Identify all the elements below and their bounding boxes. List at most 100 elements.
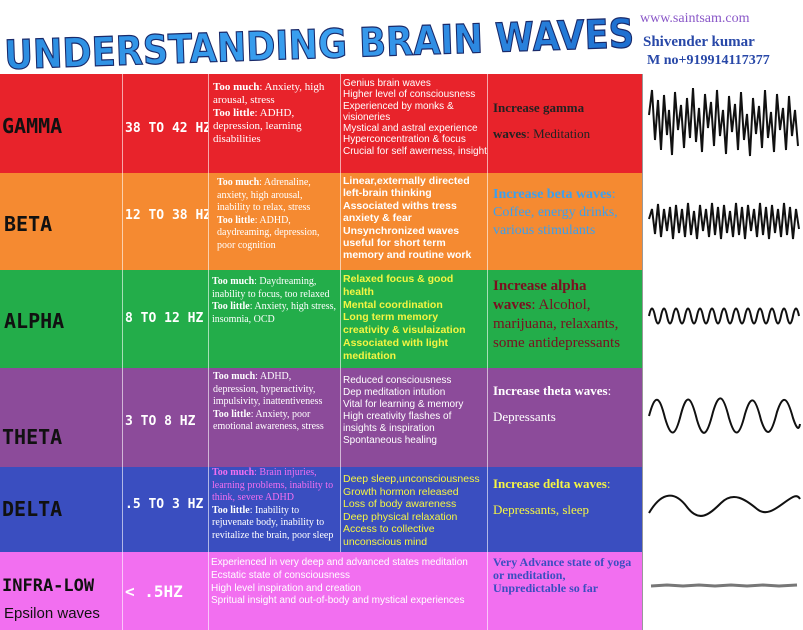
features-cell: Reduced consciousness Dep meditation int… [340, 368, 487, 467]
imbalance-cell: Too much: Anxiety, high arousal, stress … [208, 74, 340, 173]
row-theta: THETA 3 TO 8 HZ Too much: ADHD, depressi… [0, 368, 803, 467]
feature-item: Loss of body awareness [343, 498, 457, 510]
features-cell: Genius brain waves Higher level of consc… [340, 74, 487, 173]
row-gamma: GAMMA 38 TO 42 HZ Too much: Anxiety, hig… [0, 74, 803, 173]
author-name: Shivender kumar [643, 34, 755, 50]
feature-item: Higher level of consciousness [343, 89, 476, 101]
wave-name: DELTA [2, 497, 63, 521]
too-much-label: Too much [213, 81, 260, 93]
gamma-wave-icon [648, 87, 799, 157]
feature-item: Associated with light meditation [343, 336, 449, 362]
feature-item: Experienced in very deep and advanced st… [211, 557, 468, 568]
feature-item: Genius brain waves [343, 78, 431, 89]
feature-item: Unsynchronized waves useful for short te… [343, 224, 472, 262]
row-beta: BETA 12 TO 38 HZ Too much: Adrenaline, a… [0, 173, 803, 270]
feature-item: Experienced by monks & visioneries [343, 100, 454, 123]
features-cell: Linear,externally directed left-brain th… [340, 173, 487, 270]
feature-item: Growth hormon released [343, 485, 459, 498]
increase-cell: Very Advance state of yoga or meditation… [487, 552, 642, 630]
delta-wave-icon [648, 494, 801, 517]
frequency-range: 38 TO 42 HZ [122, 74, 208, 173]
row-alpha: ALPHA 8 TO 12 HZ Too much: Daydreaming, … [0, 270, 803, 368]
too-little-label: Too little [217, 214, 255, 226]
feature-item: Access to collective unconscious mind [343, 523, 435, 548]
wave-name: THETA [2, 425, 63, 449]
row-delta: DELTA .5 TO 3 HZ Too much: Brain injurie… [0, 467, 803, 552]
increase-cell: Increase alpha waves: Alcohol, marijuana… [487, 270, 642, 368]
feature-item: Spritual insight and out-of-body and mys… [211, 595, 465, 607]
feature-item: Mystical and astral experience [343, 123, 478, 135]
increase-text: : Meditation [526, 126, 591, 141]
theta-wave-icon [648, 397, 801, 434]
too-much-text: : Daydreaming, inability to focus, too r… [212, 276, 330, 300]
row-infra-low: INFRA-LOW Epsilon waves < .5HZ Experienc… [0, 552, 803, 630]
feature-item: Linear,externally directed left-brain th… [343, 175, 470, 200]
wave-name: ALPHA [4, 309, 65, 333]
website-url[interactable]: www.saintsam.com [640, 11, 750, 26]
feature-item: Long term memory creativity & visulaizat… [343, 311, 466, 337]
increase-text: : Depressants [493, 383, 612, 424]
too-little-text: : Inability to rejuvenate body, inabilit… [212, 504, 334, 541]
frequency-range: < .5HZ [122, 552, 208, 630]
increase-label: Increase gamma waves [493, 100, 585, 141]
increase-text: : Depressants, sleep [493, 476, 611, 517]
frequency-range: 8 TO 12 HZ [122, 270, 208, 368]
feature-item: Crucial for self awerness, insight [343, 145, 487, 157]
feature-item: High level inspiration and creation [211, 582, 362, 594]
too-little-text: : ADHD, daydreaming, depression, poor co… [217, 214, 320, 251]
feature-item: Relaxed focus & good health [343, 273, 454, 298]
feature-item: Associated withs tress anxiety & fear [343, 199, 457, 225]
too-much-label: Too much [212, 467, 255, 478]
too-little-label: Too little [212, 504, 250, 516]
features-cell: Relaxed focus & good health Mental coord… [340, 270, 487, 368]
infra-low-wave-icon [650, 583, 798, 588]
imbalance-cell: Too much: Daydreaming, inability to focu… [208, 270, 340, 368]
wave-image [642, 74, 803, 173]
title-text: UNDERSTANDING BRAIN WAVES [4, 11, 635, 72]
too-little-text: : Anxiety, high stress, insomnia, OCD [212, 301, 336, 325]
increase-label: Increase beta waves [493, 187, 612, 202]
imbalance-cell: Too much: ADHD, depression, hyperactivit… [208, 368, 340, 467]
alpha-wave-icon [648, 307, 800, 325]
feature-item: Mental coordination [343, 298, 443, 311]
increase-text: : Coffee, energy drinks, various stimula… [493, 187, 618, 238]
too-little-label: Too little [212, 301, 250, 312]
feature-item: High creativity flashes of insights & in… [343, 411, 452, 434]
imbalance-cell: Too much: Brain injuries, learning probl… [208, 467, 340, 552]
wave-image [642, 368, 803, 467]
increase-label: Increase theta waves [493, 383, 608, 398]
too-little-label: Too little [213, 408, 251, 420]
features-cell: Deep sleep,unconsciousness Growth hormon… [340, 467, 487, 552]
feature-item: Spontaneous healing [343, 435, 437, 446]
increase-cell: Increase beta waves: Coffee, energy drin… [487, 173, 642, 270]
brain-wave-table: GAMMA 38 TO 42 HZ Too much: Anxiety, hig… [0, 74, 803, 630]
increase-label: Very Advance state of yoga or meditation… [493, 555, 632, 595]
page-title: UNDERSTANDING BRAIN WAVES [3, 10, 635, 72]
too-much-label: Too much [217, 177, 260, 188]
wave-image [642, 467, 803, 552]
too-much-text: : Adrenaline, anxiety, high arousal, ina… [217, 177, 311, 213]
too-much-text: : ADHD, depression, hyperactivity, impul… [213, 371, 323, 407]
too-much-text: : Anxiety, high arousal, stress [213, 81, 325, 106]
increase-cell: Increase delta waves: Depressants, sleep [487, 467, 642, 552]
beta-wave-icon [648, 202, 800, 240]
feature-item: Ecstatic state of consciousness [211, 569, 350, 581]
frequency-range: 3 TO 8 HZ [122, 368, 208, 467]
wave-image [642, 270, 803, 368]
frequency-range: .5 TO 3 HZ [122, 467, 208, 552]
too-little-label: Too little [213, 107, 255, 119]
wave-image [642, 552, 803, 630]
feature-item: Deep physical relaxation [343, 510, 458, 523]
wave-name: BETA [4, 212, 53, 236]
increase-text: : Alcohol, marijuana, relaxants, some an… [493, 297, 621, 351]
feature-item: Dep meditation intution [343, 387, 446, 398]
wave-name: GAMMA [2, 114, 63, 138]
feature-item: Deep sleep,unconsciousness [343, 473, 480, 485]
phone-number: M no+919914117377 [647, 53, 770, 68]
frequency-range: 12 TO 38 HZ [122, 173, 208, 270]
increase-label: Increase alpha waves [493, 278, 587, 313]
too-much-text: : Brain injuries, learning problems, ina… [212, 467, 334, 503]
too-much-label: Too much [213, 371, 256, 382]
wave-name: INFRA-LOW Epsilon waves [2, 576, 100, 622]
too-much-label: Too much [212, 276, 255, 287]
